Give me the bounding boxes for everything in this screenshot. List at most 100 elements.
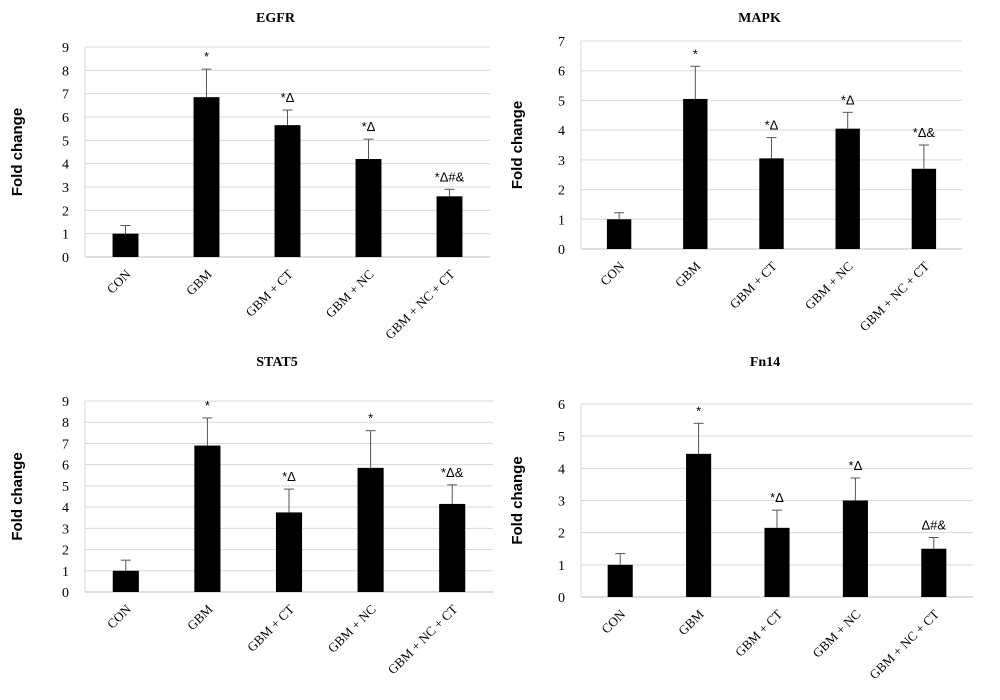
stat5-y-tick-label: 3 bbox=[62, 522, 69, 537]
mapk-chart: MAPK Fold change 0 1 2 3 4 5 6 7 CON * GBM *Δ GBM + CT… bbox=[509, 11, 962, 334]
fn14-chart-panel: Fn14 Fold change 0 1 2 3 4 5 6 CON * GBM *Δ GBM + CT *… bbox=[500, 350, 1000, 700]
mapk-y-tick-label: 4 bbox=[558, 124, 565, 139]
egfr-bar bbox=[112, 233, 139, 257]
fn14-category-label: CON bbox=[598, 606, 628, 636]
stat5-y-tick-label: 0 bbox=[62, 586, 69, 601]
mapk-bar bbox=[683, 98, 708, 249]
stat5-chart-panel: STAT5 Fold change 0 1 2 3 4 5 6 7 8 9 CON * GBM *Δ GBM +… bbox=[0, 350, 500, 700]
egfr-bar bbox=[436, 196, 463, 257]
fn14-y-axis-label: Fold change bbox=[509, 456, 526, 544]
mapk-bar bbox=[835, 128, 860, 249]
egfr-y-tick-label: 6 bbox=[62, 111, 69, 126]
stat5-y-tick-label: 7 bbox=[62, 437, 69, 452]
mapk-significance-label: *Δ& bbox=[913, 125, 936, 140]
egfr-y-tick-label: 2 bbox=[62, 204, 69, 219]
fn14-significance-label: Δ#& bbox=[922, 517, 947, 532]
mapk-bar bbox=[606, 219, 632, 249]
stat5-bar bbox=[194, 445, 221, 592]
stat5-y-tick-label: 1 bbox=[62, 565, 69, 580]
egfr-y-tick-label: 5 bbox=[62, 134, 69, 149]
fn14-category-label: GBM + CT bbox=[732, 606, 785, 659]
fn14-y-tick-label: 4 bbox=[558, 462, 565, 477]
stat5-category-label: GBM bbox=[184, 601, 216, 633]
fn14-y-tick-label: 2 bbox=[558, 527, 565, 542]
fn14-bar bbox=[607, 564, 633, 597]
stat5-significance-label: *Δ bbox=[282, 469, 296, 484]
egfr-category-label: CON bbox=[104, 266, 134, 296]
mapk-y-axis-label: Fold change bbox=[509, 101, 526, 189]
egfr-y-axis-label: Fold change bbox=[9, 108, 26, 196]
stat5-category-label: GBM + NC bbox=[325, 602, 379, 656]
egfr-category-label: GBM + CT bbox=[243, 266, 296, 319]
fn14-y-tick-label: 0 bbox=[558, 591, 565, 606]
egfr-category-label: GBM bbox=[183, 266, 215, 298]
fn14-category-label: GBM + NC bbox=[809, 607, 863, 661]
fn14-bar bbox=[921, 548, 947, 597]
mapk-category-label: GBM bbox=[672, 258, 704, 290]
fn14-y-tick-label: 3 bbox=[558, 495, 565, 510]
stat5-y-tick-label: 4 bbox=[62, 501, 69, 516]
mapk-category-label: GBM + NC bbox=[802, 259, 856, 313]
mapk-category-label: GBM + NC + CT bbox=[856, 258, 932, 334]
stat5-significance-label: * bbox=[368, 411, 373, 426]
mapk-category-label: GBM + CT bbox=[727, 258, 780, 311]
egfr-significance-label: *Δ#& bbox=[435, 169, 465, 184]
stat5-chart-title: STAT5 bbox=[256, 355, 298, 370]
egfr-category-label: GBM + NC + CT bbox=[382, 266, 458, 342]
mapk-y-tick-label: 2 bbox=[558, 184, 565, 199]
stat5-y-tick-label: 8 bbox=[62, 416, 69, 431]
egfr-chart-panel: EGFR Fold change 0 1 2 3 4 5 6 7 8 9 CON * GBM *Δ GBM + … bbox=[0, 0, 500, 350]
stat5-y-tick-label: 5 bbox=[62, 480, 69, 495]
stat5-significance-label: * bbox=[205, 398, 210, 413]
fn14-bar bbox=[764, 527, 790, 597]
mapk-y-tick-label: 3 bbox=[558, 154, 565, 169]
egfr-bar bbox=[193, 97, 220, 258]
fn14-y-tick-label: 5 bbox=[558, 430, 565, 445]
mapk-y-tick-label: 1 bbox=[558, 213, 565, 228]
mapk-chart-title: MAPK bbox=[738, 11, 781, 26]
fn14-y-tick-label: 6 bbox=[558, 398, 565, 413]
egfr-chart-title: EGFR bbox=[256, 11, 296, 26]
fn14-chart: Fn14 Fold change 0 1 2 3 4 5 6 CON * GBM *Δ GBM + CT *… bbox=[509, 355, 973, 682]
egfr-y-tick-label: 4 bbox=[62, 158, 69, 173]
egfr-y-tick-label: 0 bbox=[62, 251, 69, 266]
egfr-bar bbox=[274, 125, 301, 258]
fn14-bar bbox=[686, 453, 712, 597]
egfr-chart: EGFR Fold change 0 1 2 3 4 5 6 7 8 9 CON * GBM *Δ GBM + … bbox=[9, 11, 490, 342]
mapk-chart-panel: MAPK Fold change 0 1 2 3 4 5 6 7 CON * GBM *Δ GBM + CT… bbox=[500, 0, 1000, 350]
mapk-significance-label: * bbox=[693, 46, 698, 61]
egfr-y-tick-label: 8 bbox=[62, 64, 69, 79]
mapk-bar bbox=[911, 168, 937, 249]
mapk-y-tick-label: 6 bbox=[558, 65, 565, 80]
egfr-significance-label: *Δ bbox=[362, 119, 376, 134]
egfr-y-tick-label: 7 bbox=[62, 88, 69, 103]
mapk-category-label: CON bbox=[597, 258, 627, 288]
fn14-significance-label: * bbox=[696, 403, 701, 418]
stat5-category-label: GBM + NC + CT bbox=[385, 601, 461, 677]
egfr-significance-label: * bbox=[204, 49, 209, 64]
egfr-y-tick-label: 9 bbox=[62, 41, 69, 56]
mapk-bar bbox=[759, 158, 784, 249]
stat5-y-axis-label: Fold change bbox=[9, 452, 26, 540]
stat5-significance-label: *Δ& bbox=[441, 465, 464, 480]
mapk-y-tick-label: 5 bbox=[558, 94, 565, 109]
fn14-significance-label: *Δ bbox=[849, 458, 863, 473]
egfr-y-tick-label: 1 bbox=[62, 228, 69, 243]
fn14-y-tick-label: 1 bbox=[558, 559, 565, 574]
egfr-category-label: GBM + NC bbox=[323, 267, 377, 321]
egfr-bar bbox=[355, 159, 382, 257]
stat5-y-tick-label: 9 bbox=[62, 395, 69, 410]
fn14-category-label: GBM bbox=[675, 606, 707, 638]
stat5-y-tick-label: 2 bbox=[62, 544, 69, 559]
mapk-y-tick-label: 0 bbox=[558, 243, 565, 258]
stat5-category-label: CON bbox=[104, 601, 134, 631]
egfr-significance-label: *Δ bbox=[281, 90, 295, 105]
fn14-category-label: GBM + NC + CT bbox=[866, 606, 942, 682]
stat5-bar bbox=[275, 512, 303, 592]
stat5-category-label: GBM + CT bbox=[244, 601, 297, 654]
fn14-significance-label: *Δ bbox=[770, 490, 784, 505]
stat5-bar bbox=[112, 570, 139, 592]
mapk-significance-label: *Δ bbox=[841, 92, 855, 107]
stat5-chart: STAT5 Fold change 0 1 2 3 4 5 6 7 8 9 CON * GBM *Δ GBM +… bbox=[9, 355, 493, 677]
stat5-bar bbox=[357, 467, 384, 592]
